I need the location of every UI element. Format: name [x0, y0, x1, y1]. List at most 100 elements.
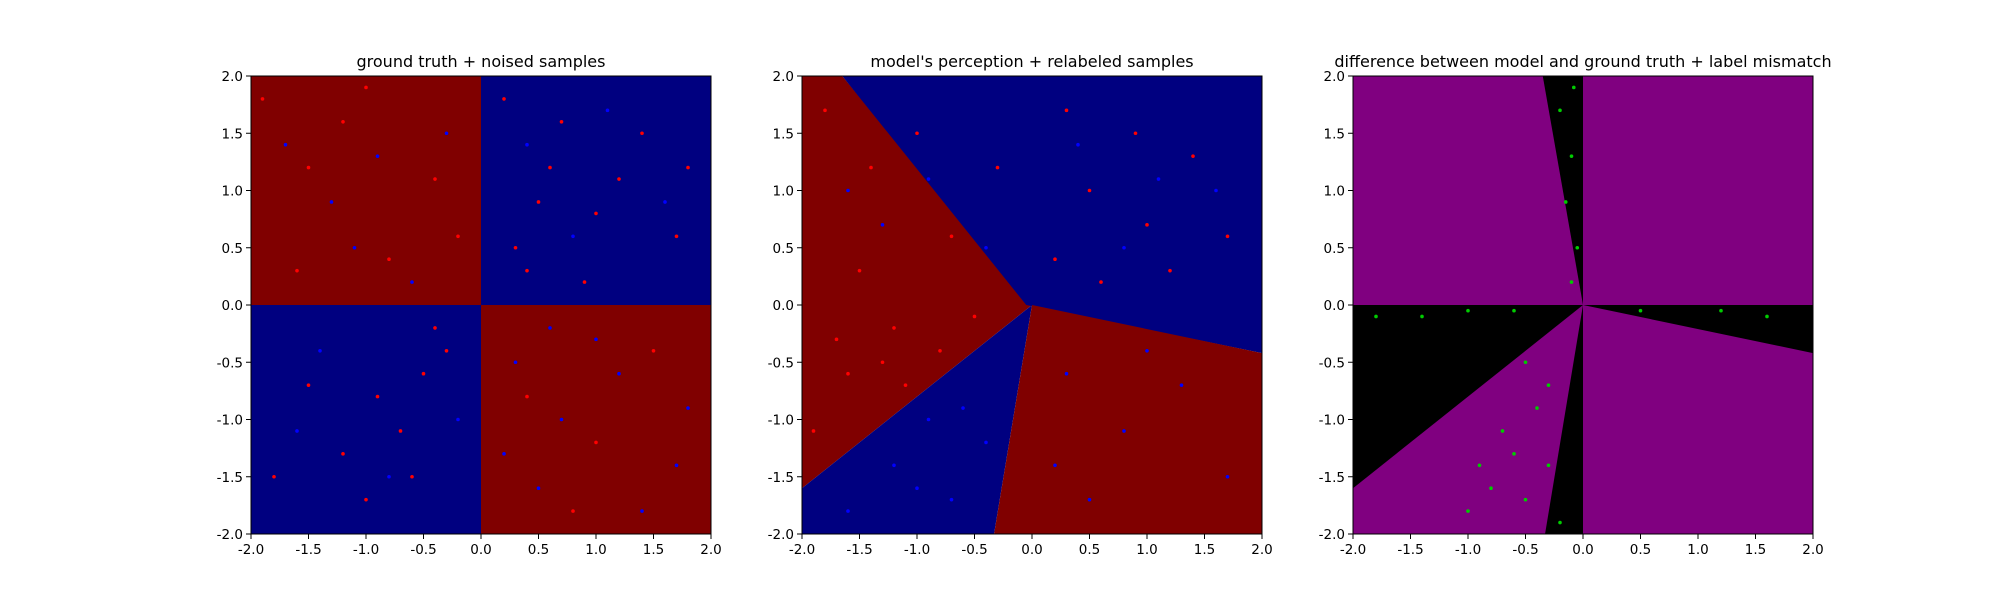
- data-point: [525, 394, 529, 399]
- data-point: [513, 360, 518, 365]
- data-point: [811, 429, 816, 433]
- data-point: [1563, 200, 1568, 204]
- y-tick-label: 0.5: [773, 241, 794, 257]
- data-point: [571, 234, 575, 239]
- data-point: [306, 383, 311, 387]
- x-tick-label: -1.5: [846, 542, 872, 558]
- data-point: [1087, 188, 1092, 193]
- data-point: [869, 165, 873, 170]
- data-point: [1053, 463, 1057, 468]
- x-tick-label: -2.0: [1340, 542, 1366, 558]
- x-tick-label: 0.5: [1630, 542, 1651, 558]
- data-point: [1145, 349, 1149, 353]
- x-tick-label: -0.5: [961, 542, 987, 558]
- y-tick-label: 1.5: [222, 126, 243, 142]
- data-point: [502, 452, 506, 456]
- data-point: [926, 417, 931, 422]
- y-tick-label: -1.5: [1319, 470, 1345, 486]
- mismatch-points: [1374, 85, 1769, 525]
- data-point: [1064, 371, 1069, 376]
- region: [251, 305, 481, 534]
- data-point: [594, 211, 598, 216]
- region: [802, 305, 1032, 534]
- data-point: [617, 177, 621, 181]
- region: [481, 305, 711, 534]
- data-point: [1558, 520, 1562, 525]
- data-point: [1099, 280, 1103, 284]
- data-point: [1076, 142, 1080, 147]
- y-tick-label: 1.5: [773, 126, 794, 142]
- panel-title: ground truth + noised samples: [357, 52, 606, 71]
- x-tick-label: 0.5: [528, 542, 549, 558]
- data-point: [1053, 257, 1057, 262]
- data-point: [880, 360, 885, 365]
- data-point: [536, 486, 541, 491]
- data-point: [260, 97, 265, 101]
- data-point: [686, 165, 690, 170]
- y-tick-label: -2.0: [768, 527, 794, 543]
- x-tick-label: 0.5: [1079, 542, 1100, 558]
- sample-points: [811, 108, 1230, 513]
- data-point: [1535, 406, 1539, 410]
- region: [481, 76, 711, 305]
- x-tick-label: -1.0: [904, 542, 930, 558]
- data-point: [536, 200, 541, 204]
- data-point: [1477, 463, 1482, 468]
- data-point: [915, 486, 919, 491]
- data-point: [1064, 108, 1069, 113]
- data-point: [1500, 429, 1505, 433]
- region: [994, 305, 1262, 534]
- data-point: [525, 142, 529, 147]
- y-tick-label: 1.0: [773, 184, 794, 200]
- data-point: [1558, 108, 1562, 113]
- data-point: [1156, 177, 1161, 181]
- data-point: [444, 349, 449, 353]
- panel-difference: difference between model and ground trut…: [1319, 52, 1832, 558]
- y-tick-label: -2.0: [217, 527, 243, 543]
- y-tick-label: 1.5: [1324, 126, 1345, 142]
- data-point: [1225, 234, 1230, 239]
- y-tick-label: -1.0: [217, 413, 243, 429]
- data-point: [571, 509, 575, 513]
- data-point: [640, 131, 644, 136]
- data-point: [1225, 474, 1230, 479]
- x-tick-label: -1.0: [1455, 542, 1481, 558]
- data-point: [1133, 131, 1138, 136]
- data-point: [329, 200, 334, 204]
- region: [1353, 305, 1583, 489]
- data-point: [559, 417, 564, 422]
- data-point: [513, 245, 518, 250]
- data-point: [663, 200, 667, 204]
- data-point: [651, 349, 656, 353]
- data-point: [834, 337, 839, 342]
- x-tick-label: 2.0: [700, 542, 721, 558]
- y-tick-label: -1.0: [1319, 413, 1345, 429]
- y-tick-label: -1.5: [217, 470, 243, 486]
- data-point: [1523, 497, 1528, 502]
- data-point: [846, 188, 850, 193]
- data-point: [1765, 314, 1769, 319]
- axis-ticks: -2.0 -1.5 -1.0 -0.5 0.0 0.5 1.0 1.5 2.0 -2.0 -1.5 -…: [217, 69, 722, 558]
- data-point: [318, 349, 322, 353]
- region: [1545, 305, 1583, 534]
- data-point: [306, 165, 311, 170]
- data-point: [1168, 268, 1172, 273]
- region: [802, 76, 1032, 489]
- panel-ground-truth: ground truth + noised samples -2.0 -1.5 -1…: [217, 52, 722, 558]
- data-point: [857, 268, 862, 273]
- axis-ticks: -2.0 -1.5 -1.0 -0.5 0.0 0.5 1.0 1.5 2.0 -2.0 -1.5 -…: [1319, 69, 1824, 558]
- data-point: [949, 497, 954, 502]
- data-point: [640, 509, 644, 513]
- y-tick-label: 0.5: [1324, 241, 1345, 257]
- y-tick-label: 2.0: [773, 69, 794, 85]
- data-point: [880, 223, 885, 227]
- data-point: [605, 108, 610, 113]
- data-point: [892, 463, 896, 468]
- data-point: [1569, 280, 1574, 284]
- data-point: [1145, 223, 1149, 227]
- y-tick-label: 2.0: [222, 69, 243, 85]
- data-point: [674, 463, 679, 468]
- data-point: [938, 349, 942, 353]
- data-point: [1546, 383, 1551, 387]
- data-point: [295, 429, 299, 433]
